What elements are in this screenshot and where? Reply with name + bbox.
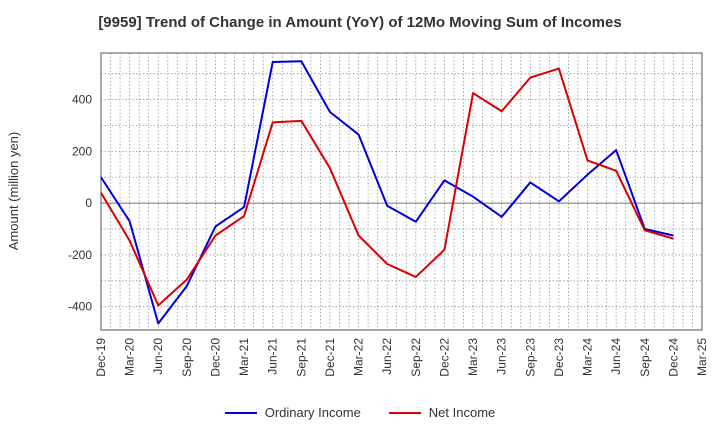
x-tick-label: Jun-21 (266, 338, 280, 375)
x-tick-label: Sep-24 (638, 338, 652, 377)
x-tick-label: Dec-22 (437, 338, 451, 377)
x-tick-label: Dec-19 (94, 338, 108, 377)
x-tick-label: Jun-20 (151, 338, 165, 375)
legend-label-net-income: Net Income (428, 405, 496, 420)
x-tick-label: Dec-21 (323, 338, 337, 377)
y-tick-label: 400 (72, 93, 92, 107)
y-tick-label: -200 (68, 248, 92, 262)
x-tick-label: Mar-25 (695, 338, 709, 376)
x-tick-label: Dec-20 (208, 338, 222, 377)
series-layer (100, 60, 674, 325)
x-tick-label: Jun-23 (495, 338, 509, 375)
legend-swatch-net-income (388, 411, 421, 414)
grid-lines (100, 53, 703, 330)
chart-title: [9959] Trend of Change in Amount (YoY) o… (98, 14, 622, 31)
series-line-net-income (100, 67, 674, 307)
x-tick-label: Mar-21 (237, 338, 251, 376)
x-tick-label: Sep-21 (294, 338, 308, 377)
x-tick-labels: Dec-19 Mar-20 Jun-20 Sep-20 Dec-20 Mar-21 Jun-… (94, 338, 709, 377)
y-tick-label: 0 (85, 196, 92, 210)
y-axis-label: Amount (million yen) (6, 132, 21, 251)
x-tick-label: Dec-23 (552, 338, 566, 377)
legend-label-ordinary-income: Ordinary Income (264, 405, 361, 420)
y-tick-label: -400 (68, 300, 92, 314)
x-tick-label: Jun-24 (609, 338, 623, 375)
y-tick-label: 200 (72, 144, 92, 158)
x-tick-label: Mar-22 (352, 338, 366, 376)
x-tick-label: Mar-23 (466, 338, 480, 376)
x-tick-label: Sep-20 (180, 338, 194, 377)
legend-swatch-ordinary-income (224, 411, 257, 414)
x-tick-label: Jun-22 (380, 338, 394, 375)
legend-item-net-income: Net Income (388, 405, 496, 420)
x-tick-label: Mar-24 (581, 338, 595, 376)
x-tick-label: Mar-20 (123, 338, 137, 376)
x-tick-label: Sep-23 (523, 338, 537, 377)
plot-frame (100, 52, 703, 331)
x-tick-label: Dec-24 (666, 338, 680, 377)
x-tick-label: Sep-22 (409, 338, 423, 377)
y-tick-labels: -400 -200 0 200 400 (68, 93, 92, 314)
legend: Ordinary Income Net Income (0, 405, 720, 420)
legend-item-ordinary-income: Ordinary Income (224, 405, 361, 420)
